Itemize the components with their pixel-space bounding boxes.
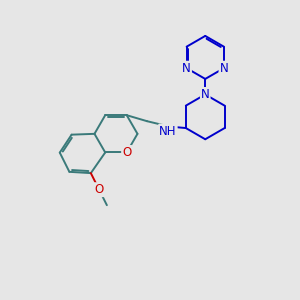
Text: O: O [122, 146, 131, 159]
Text: NH: NH [159, 124, 177, 137]
Text: N: N [182, 62, 191, 75]
Text: N: N [201, 88, 210, 101]
Text: N: N [220, 62, 228, 75]
Text: O: O [94, 183, 104, 196]
